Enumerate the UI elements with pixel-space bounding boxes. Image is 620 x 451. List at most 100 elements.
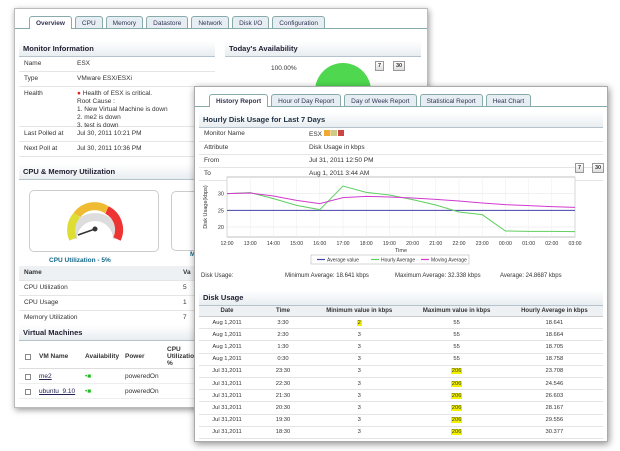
mem-util-row: Memory Utilization: [24, 314, 78, 321]
table-row: Aug 1,2011 1:30 3 55 18.705: [199, 340, 603, 354]
disk-usage-chart: 20 25 30 12:00 13:00 14:00 15:00 16:00 17:00 18:0…: [203, 176, 582, 265]
disk-usage-title: Disk Usage: [199, 290, 603, 306]
row-min: 3: [311, 414, 408, 427]
table-row: Jul 31,2011 21:30 3 206 26.603: [199, 389, 603, 403]
row-date: Jul 31,2011: [199, 377, 255, 391]
row-date: Jul 31,2011: [199, 414, 255, 427]
tab-history-report[interactable]: History Report: [209, 94, 269, 107]
tab-memory[interactable]: Memory: [105, 16, 144, 28]
tab-day-of-week[interactable]: Day of Week Report: [344, 94, 417, 106]
row-date: Jul 31,2011: [199, 438, 255, 441]
table-row: Jul 31,2011 22:30 3 206 24.546: [199, 377, 603, 391]
table-row: Jul 31,2011 20:30 3 206 28.167: [199, 401, 603, 415]
row-time: 21:30: [255, 389, 311, 403]
row-max: 206: [407, 438, 506, 441]
tab-configuration[interactable]: Configuration: [272, 16, 325, 28]
tab-heat-chart[interactable]: Heat Chart: [485, 94, 532, 106]
x-tick-label: 19:00: [383, 241, 396, 247]
legend-label: Hourly Average: [381, 258, 415, 264]
x-tick-label: 21:00: [429, 241, 442, 247]
row-time: 2:30: [255, 328, 311, 342]
tab-overview[interactable]: Overview: [29, 16, 72, 29]
vm-status-icon: •■: [85, 388, 92, 395]
vm-name-link[interactable]: ubuntu_9.10: [39, 388, 76, 395]
gauge2-label: M: [190, 251, 196, 258]
summary-min: Minimum Average: 18.641 kbps: [285, 273, 369, 279]
y-tick-label: 30: [218, 192, 224, 198]
row-avg: 32.338: [505, 438, 603, 441]
monitor-info-panel: Monitor Information Name ESX Type VMware E…: [19, 41, 215, 157]
vm-row: ubuntu_9.10 •■ poweredOn: [19, 384, 209, 399]
row-min: 3: [311, 389, 408, 403]
disk-usage-table-panel: Disk Usage Date Time Minimum value in kb…: [199, 290, 603, 441]
vm-cpu-header: CPU Utilization %: [167, 346, 199, 367]
row-max: 206: [407, 401, 506, 415]
row-avg: 29.556: [505, 414, 603, 427]
row-avg: 28.167: [505, 401, 603, 415]
tab-datastore[interactable]: Datastore: [146, 16, 189, 28]
seven-day-button[interactable]: 7: [375, 61, 385, 71]
virtual-machines-panel: Virtual Machines VM Name Availability Po…: [19, 325, 209, 399]
row-date: Jul 31,2011: [199, 401, 255, 415]
table-row: Jul 31,2011 18:30 3 206 30.377: [199, 426, 603, 439]
tab-statistical[interactable]: Statistical Report: [419, 94, 483, 106]
table-row: Aug 1,2011 2:30 3 55 18.664: [199, 328, 603, 342]
summary-avg: Average: 24.8687 kbps: [500, 273, 562, 279]
vm-row-checkbox[interactable]: [25, 373, 31, 380]
row-time: 22:30: [255, 377, 311, 391]
col-max: Maximum value in kbps: [407, 306, 506, 317]
thirty-day-button[interactable]: 30: [592, 163, 605, 173]
vm-name-header: VM Name: [39, 353, 69, 360]
vm-select-all-checkbox[interactable]: [25, 353, 31, 360]
x-tick-label: 14:00: [267, 241, 280, 247]
vm-row: me2 •■ poweredOn: [19, 369, 209, 384]
availability-title: Today's Availability: [225, 41, 421, 57]
health-line-1: Root Cause :: [77, 98, 115, 105]
col-date: Date: [199, 306, 255, 317]
table-row: Jul 31,2011 23:30 3 206 23.708: [199, 365, 603, 378]
health-line-3: 2. me2 is down: [77, 114, 121, 121]
tab-cpu[interactable]: CPU: [74, 16, 103, 28]
health-line-0: Health of ESX is critical.: [82, 90, 153, 97]
tab-disk-io[interactable]: Disk I/O: [232, 16, 270, 28]
monitor-action-icons[interactable]: [323, 130, 344, 136]
vm-name-link[interactable]: me2: [39, 373, 52, 380]
vm-status-icon: •■: [85, 373, 92, 380]
last-polled-value: Jul 30, 2011 10:21 PM: [77, 130, 142, 137]
row-min: 3: [311, 328, 408, 342]
table-row: Jul 31,201117:30320632.338: [199, 438, 603, 441]
seven-day-button[interactable]: 7: [575, 163, 585, 173]
col-avg: Hourly Average in kbps: [505, 306, 603, 317]
name-value: ESX: [77, 60, 91, 67]
tab-network[interactable]: Network: [191, 16, 230, 28]
row-time: 20:30: [255, 401, 311, 415]
disk-usage-summary: Disk Usage: Minimum Average: 18.641 kbps…: [201, 273, 601, 279]
vm-power-state: poweredOn: [125, 388, 159, 395]
x-tick-label: 22:00: [453, 241, 466, 247]
row-max: 206: [407, 389, 506, 403]
vm-row-checkbox[interactable]: [25, 388, 31, 395]
vm-power-header: Power: [125, 353, 145, 360]
chart-legend: [310, 254, 470, 265]
monitor-name-key: Monitor Name: [204, 130, 245, 137]
name-col-header: Name: [24, 269, 42, 276]
row-min: 3: [311, 340, 408, 354]
row-max: 55: [407, 353, 506, 366]
tab-hour-of-day[interactable]: Hour of Day Report: [271, 94, 342, 106]
row-min: 3: [311, 426, 408, 439]
availability-percent: 100.00%: [271, 65, 297, 72]
health-critical-icon: ●: [77, 90, 81, 97]
disk-usage-table: Date Time Minimum value in kbps Maximum …: [199, 306, 603, 441]
col-time: Time: [255, 306, 311, 317]
row-date: Jul 31,2011: [199, 426, 255, 439]
vm-power-state: poweredOn: [125, 373, 159, 380]
table-row: Jul 31,2011 19:30 3 206 29.556: [199, 414, 603, 427]
monitor-info-title: Monitor Information: [19, 41, 215, 57]
x-tick-label: 18:00: [360, 241, 373, 247]
row-min: 2: [311, 316, 408, 330]
x-tick-label: 17:00: [337, 241, 350, 247]
series-line: [226, 192, 576, 208]
thirty-day-button[interactable]: 30: [393, 61, 406, 71]
cpu-memory-title: CPU & Memory Utilization: [19, 164, 215, 180]
x-axis-label: Time: [395, 248, 407, 254]
